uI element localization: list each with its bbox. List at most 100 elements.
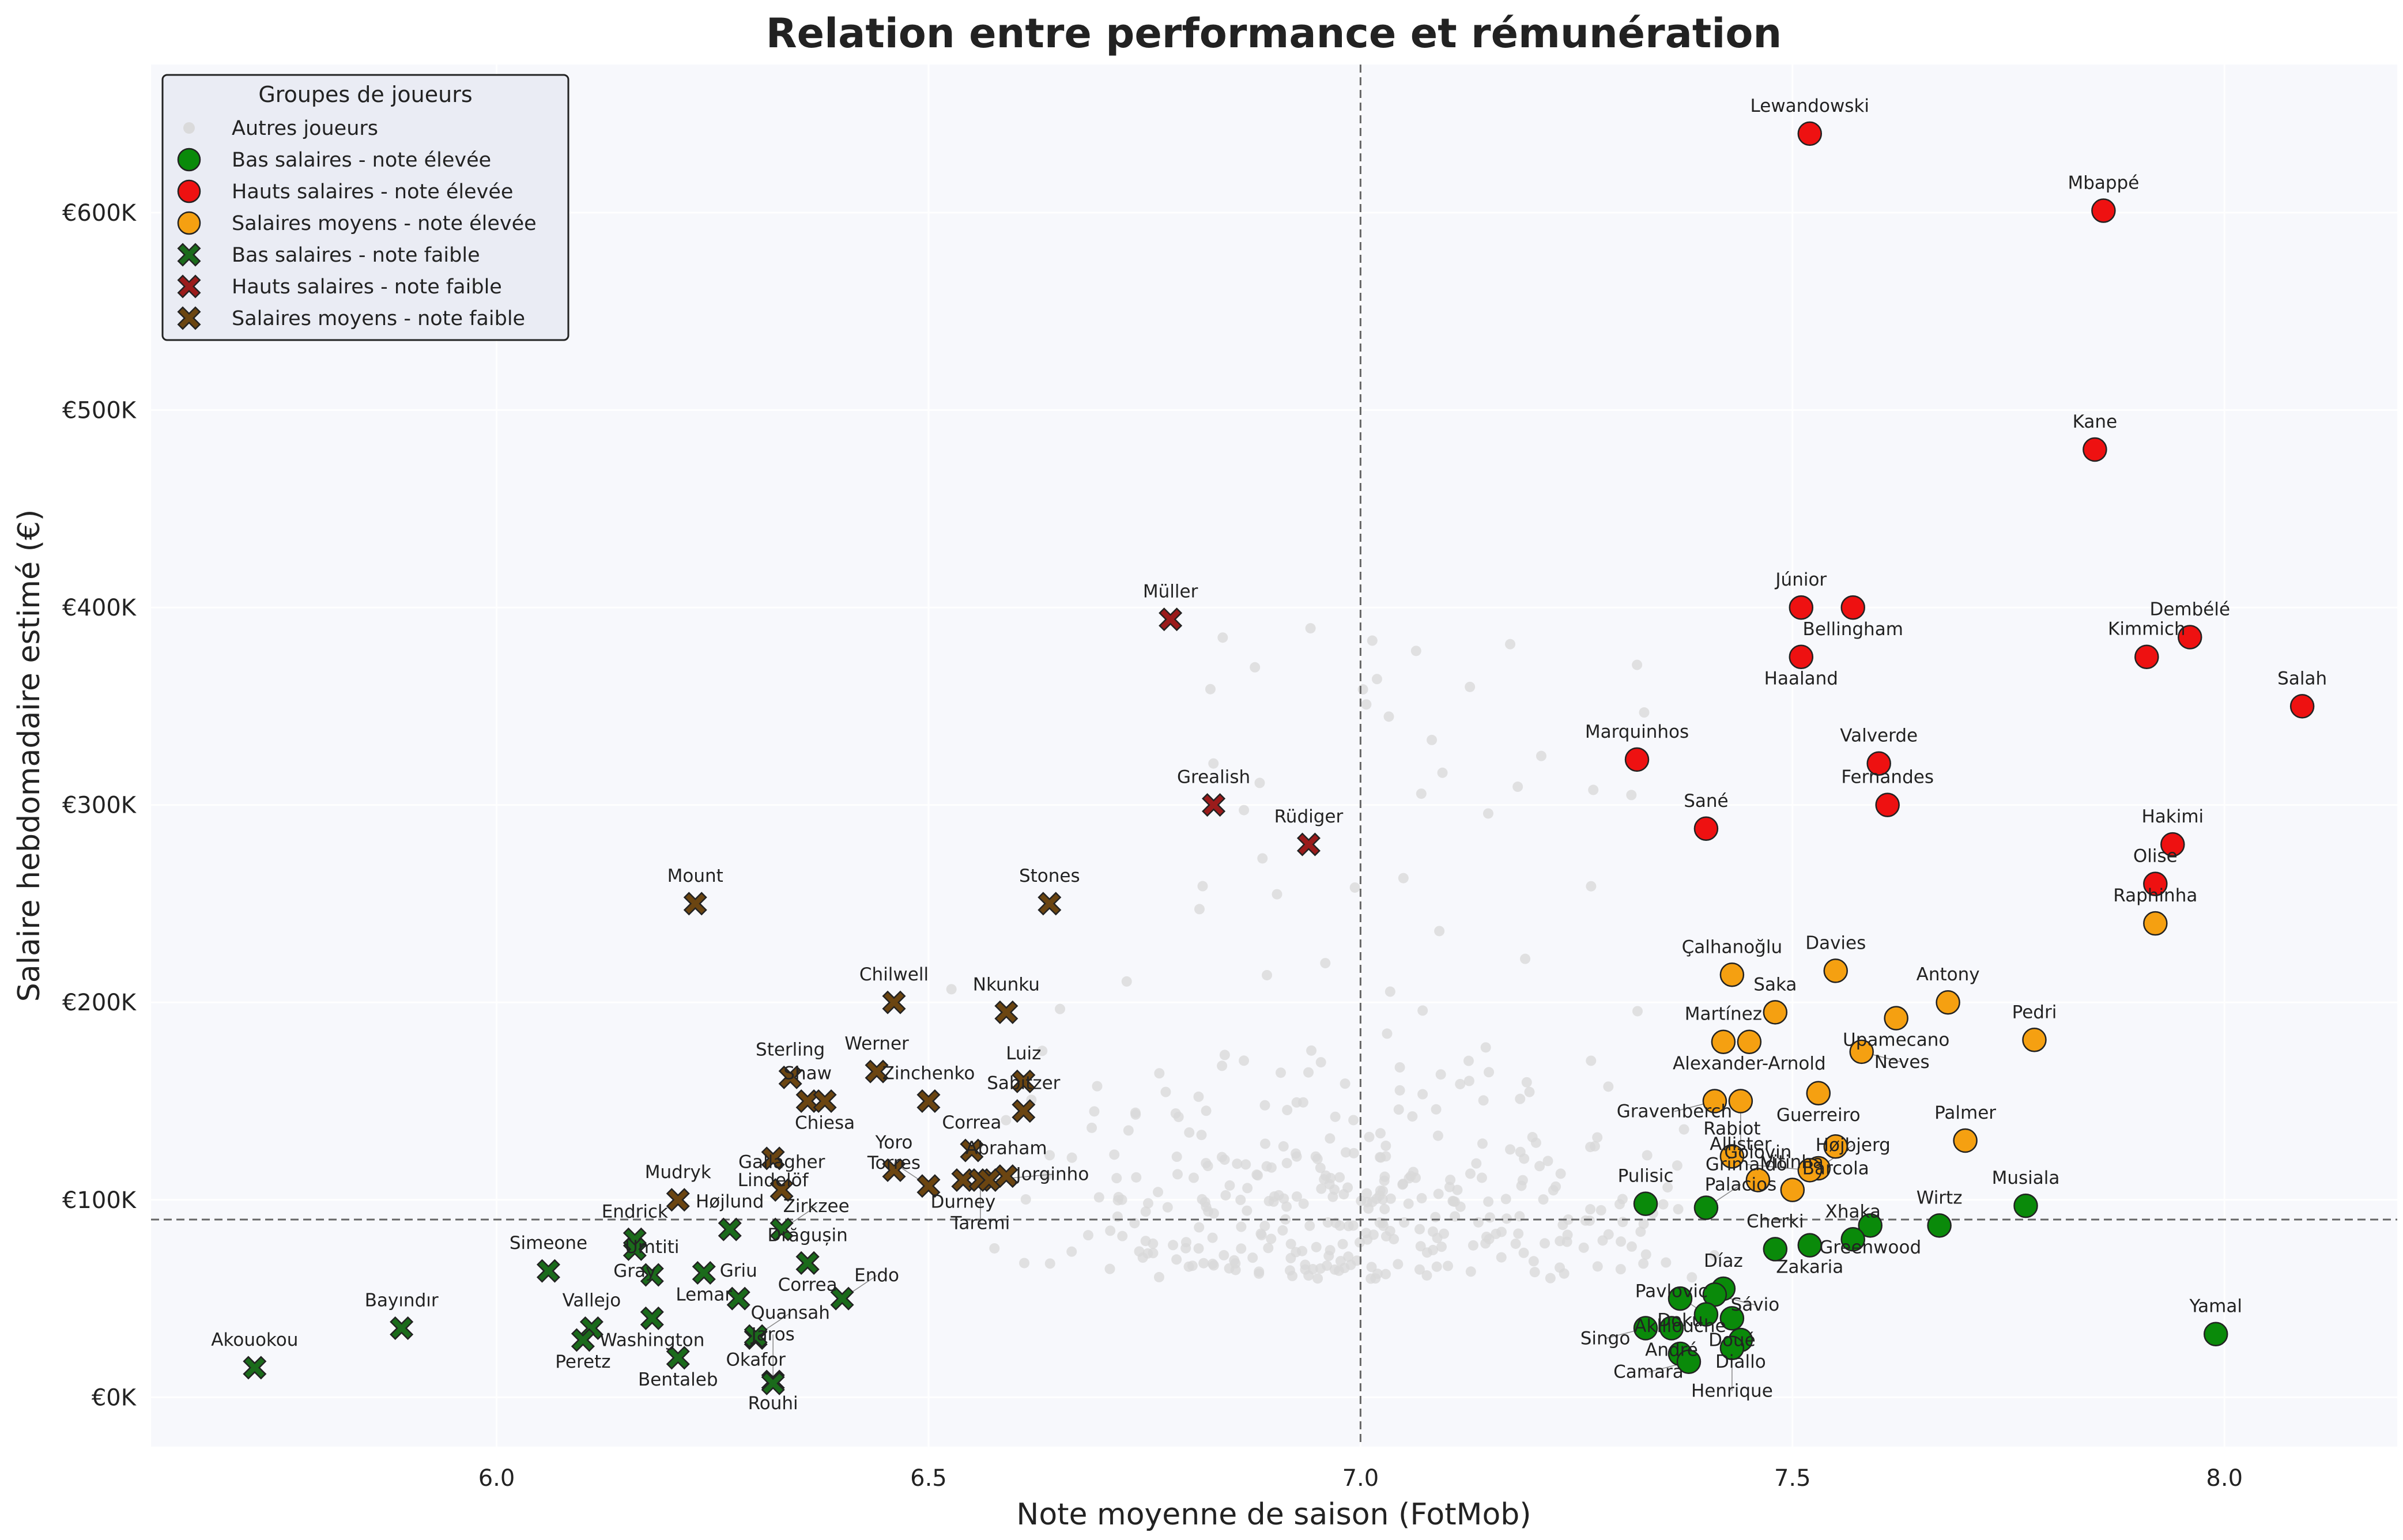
other-player-point <box>1256 1230 1267 1241</box>
player-point-x <box>243 1356 267 1380</box>
other-player-point <box>1340 1078 1350 1089</box>
other-player-point <box>1219 1050 1230 1060</box>
player-point <box>1719 1306 1745 1331</box>
other-player-point <box>1019 1258 1030 1269</box>
player-point <box>1719 1144 1745 1169</box>
x-axis-title: Note moyenne de saison (FotMob) <box>1016 1497 1531 1532</box>
other-player-point <box>1436 1241 1447 1252</box>
player-point-x <box>640 1306 664 1330</box>
other-player-point <box>1236 1243 1247 1254</box>
player-label: Gravenberch <box>1617 1101 1732 1122</box>
other-player-point <box>1066 1246 1077 1257</box>
player-label: Camara <box>1613 1362 1684 1383</box>
other-player-point <box>1463 1055 1474 1066</box>
player-label: Marquinhos <box>1585 722 1689 742</box>
other-player-point <box>1239 1055 1250 1066</box>
player-point <box>2143 871 2168 896</box>
player-point <box>1737 1029 1762 1054</box>
other-player-point <box>1385 1193 1396 1204</box>
other-player-point <box>1405 1171 1416 1182</box>
other-player-point <box>1562 1229 1573 1240</box>
other-player-point <box>1040 1171 1051 1182</box>
other-player-point <box>1272 889 1282 900</box>
other-player-point <box>1297 1245 1308 1256</box>
player-point <box>1702 1089 1727 1114</box>
other-player-point <box>1538 1194 1549 1205</box>
other-player-point <box>1203 1206 1214 1217</box>
other-player-point <box>1236 1221 1247 1232</box>
player-point <box>1624 747 1650 772</box>
other-player-point <box>1465 1168 1476 1179</box>
player-point <box>2022 1028 2047 1052</box>
legend-label: Bas salaires - note élevée <box>232 149 491 172</box>
other-player-point <box>1239 805 1250 816</box>
other-player-point <box>1416 788 1427 799</box>
other-player-point <box>1121 976 1132 987</box>
other-player-point <box>1232 1158 1243 1169</box>
other-player-point <box>1224 1180 1235 1191</box>
y-tick-label: €0K <box>92 1384 137 1411</box>
other-player-point <box>1548 1185 1559 1196</box>
player-point <box>2160 832 2185 857</box>
player-label: Palacios <box>1705 1174 1777 1195</box>
other-player-point <box>1311 1241 1322 1252</box>
other-player-point <box>1291 1191 1302 1202</box>
other-player-point <box>1505 1144 1516 1155</box>
other-player-point <box>1284 1265 1295 1276</box>
player-label: Taremi <box>950 1213 1010 1234</box>
other-player-point <box>1291 1097 1302 1108</box>
other-player-point <box>1259 1100 1270 1111</box>
other-player-point <box>1709 1250 1720 1260</box>
player-point <box>1840 595 1865 620</box>
player-label: Correa <box>778 1274 838 1295</box>
player-point-x <box>683 892 707 916</box>
player-label: Yoro <box>875 1132 913 1153</box>
other-player-point <box>1262 969 1273 980</box>
legend-marker-x <box>177 243 201 267</box>
other-player-point <box>1300 1264 1311 1275</box>
player-label: Alexander-Arnold <box>1673 1054 1826 1074</box>
player-label: Davies <box>1805 933 1866 953</box>
player-point <box>916 1174 941 1198</box>
other-player-point <box>1304 1220 1315 1231</box>
player-label: André <box>1645 1339 1698 1360</box>
other-player-point <box>1512 782 1523 792</box>
other-player-point <box>1113 1192 1124 1203</box>
x-tick-label: 6.5 <box>910 1465 947 1492</box>
other-player-point <box>1421 1270 1432 1281</box>
player-label: Rouhi <box>748 1393 798 1414</box>
other-player-point <box>1482 808 1493 819</box>
other-player-point <box>1465 1266 1476 1277</box>
other-player-point <box>1597 1235 1608 1246</box>
player-label: Sané <box>1684 791 1728 811</box>
legend: Groupes de joueurs Autres joueurs Bas sal… <box>161 74 569 341</box>
player-point-x <box>1202 793 1226 817</box>
other-player-point <box>1394 1062 1405 1073</box>
other-player-point <box>1154 1068 1165 1079</box>
player-point-x <box>640 1263 664 1287</box>
other-player-point <box>1478 1095 1489 1106</box>
other-player-point <box>1208 758 1219 769</box>
other-player-point <box>1434 926 1445 937</box>
other-player-point <box>1310 1151 1321 1162</box>
other-player-point <box>1616 1236 1627 1247</box>
player-point <box>1849 1039 1874 1065</box>
other-player-point <box>1357 684 1368 695</box>
other-player-point <box>1672 1160 1683 1171</box>
other-player-point <box>1480 1042 1491 1053</box>
other-player-point <box>1617 1217 1628 1228</box>
other-player-point <box>1513 1228 1524 1239</box>
player-point <box>1789 595 1814 620</box>
other-player-point <box>1382 1028 1393 1039</box>
player-point <box>536 1259 560 1283</box>
player-point-x <box>882 990 906 1014</box>
player-point <box>1936 990 1960 1015</box>
x-tick-label: 7.0 <box>1342 1465 1379 1492</box>
player-point <box>243 1356 267 1380</box>
other-player-point <box>1476 1172 1487 1183</box>
player-label: Sabitzer <box>987 1073 1060 1094</box>
player-label: Zirkzee <box>783 1196 850 1217</box>
other-player-point <box>1465 681 1476 692</box>
other-player-point <box>1586 1055 1597 1066</box>
other-player-point <box>1273 1190 1284 1201</box>
